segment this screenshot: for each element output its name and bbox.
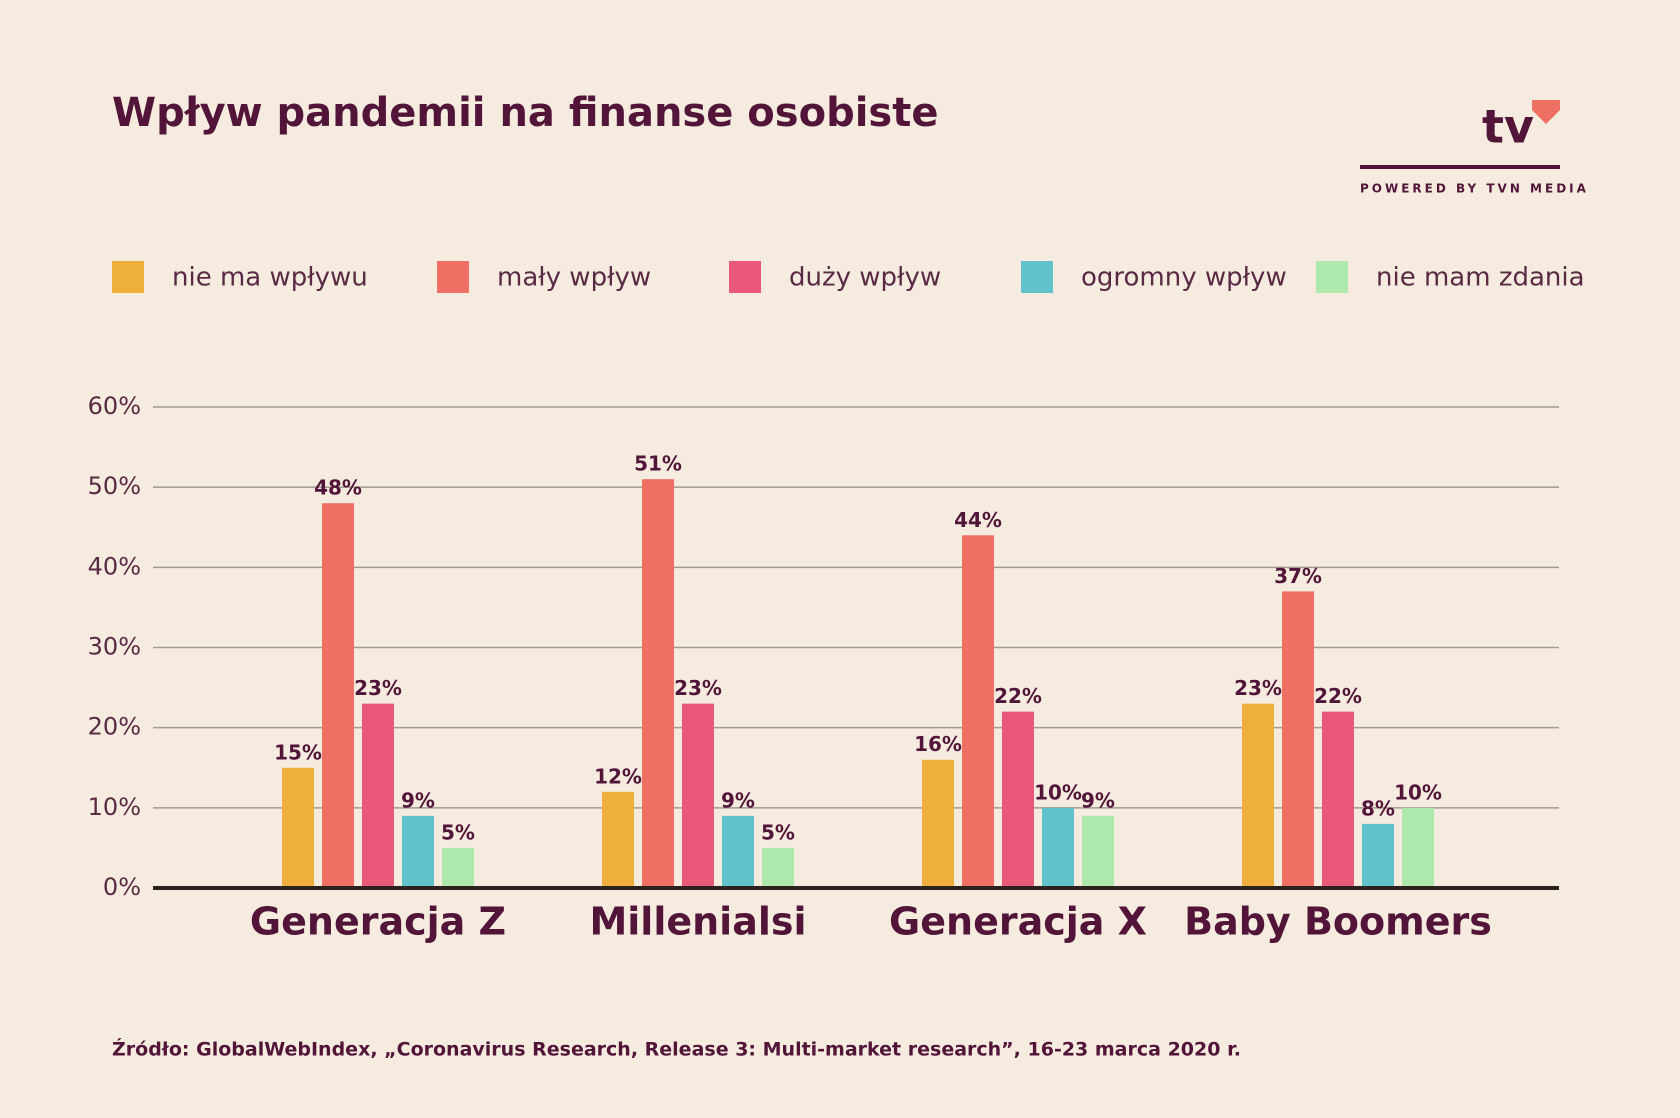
- value-label: 44%: [954, 508, 1002, 532]
- y-tick-label: 50%: [88, 472, 141, 500]
- bar: [1322, 711, 1354, 888]
- value-label: 22%: [1314, 684, 1362, 708]
- bar: [362, 703, 394, 888]
- y-tick-label: 10%: [88, 793, 141, 821]
- legend-swatch: [112, 261, 144, 293]
- value-label: 10%: [1394, 780, 1442, 804]
- value-label: 5%: [761, 820, 795, 844]
- legend-label: nie mam zdania: [1376, 263, 1585, 293]
- y-tick-label: 30%: [88, 633, 141, 661]
- logo-rule: [1360, 165, 1560, 169]
- value-label: 9%: [1081, 788, 1115, 812]
- legend-label: ogromny wpływ: [1081, 263, 1287, 293]
- bar: [1042, 807, 1074, 888]
- bar: [1402, 807, 1434, 888]
- value-label: 51%: [634, 452, 682, 476]
- value-label: 16%: [914, 732, 962, 756]
- value-label: 8%: [1361, 796, 1395, 820]
- value-label: 23%: [1234, 676, 1282, 700]
- source: Źródło: GlobalWebIndex, „Coronavirus Res…: [112, 1038, 1241, 1061]
- value-label: 9%: [721, 788, 755, 812]
- value-label: 12%: [594, 764, 642, 788]
- bar: [762, 847, 794, 888]
- x-tick-label: Baby Boomers: [1184, 900, 1492, 944]
- logo-heart: [1532, 100, 1560, 124]
- legend-label: duży wpływ: [789, 263, 941, 293]
- tagline: POWERED BY TVN MEDIA: [1360, 182, 1589, 196]
- bar: [1242, 703, 1274, 888]
- legend-swatch: [1021, 261, 1053, 293]
- y-tick-label: 60%: [88, 392, 141, 420]
- value-label: 10%: [1034, 780, 1082, 804]
- chart-title: Wpływ pandemii na finanse osobiste: [112, 90, 938, 136]
- bar: [1362, 823, 1394, 888]
- bar: [1282, 591, 1314, 888]
- x-tick-label: Generacja X: [889, 900, 1147, 944]
- y-tick-label: 0%: [103, 873, 141, 901]
- bar: [442, 847, 474, 888]
- bar: [642, 479, 674, 888]
- y-tick-label: 20%: [88, 713, 141, 741]
- bar: [322, 503, 354, 888]
- value-label: 37%: [1274, 564, 1322, 588]
- bar: [682, 703, 714, 888]
- bar: [922, 759, 954, 888]
- value-label: 5%: [441, 820, 475, 844]
- value-label: 9%: [401, 788, 435, 812]
- bar: [1082, 815, 1114, 888]
- value-label: 15%: [274, 740, 322, 764]
- legend-label: nie ma wpływu: [172, 263, 368, 293]
- logo: tv: [1482, 100, 1534, 154]
- y-tick-label: 40%: [88, 552, 141, 580]
- bar: [402, 815, 434, 888]
- x-tick-label: Generacja Z: [250, 900, 506, 944]
- bar: [1002, 711, 1034, 888]
- bar: [602, 791, 634, 888]
- x-tick-label: Millenialsi: [589, 900, 806, 944]
- legend-swatch: [437, 261, 469, 293]
- value-label: 48%: [314, 476, 362, 500]
- legend-swatch: [729, 261, 761, 293]
- bar: [282, 767, 314, 888]
- value-label: 23%: [674, 676, 722, 700]
- value-label: 22%: [994, 684, 1042, 708]
- legend-label: mały wpływ: [497, 263, 651, 293]
- bar: [722, 815, 754, 888]
- value-label: 23%: [354, 676, 402, 700]
- legend-swatch: [1316, 261, 1348, 293]
- bar: [962, 535, 994, 888]
